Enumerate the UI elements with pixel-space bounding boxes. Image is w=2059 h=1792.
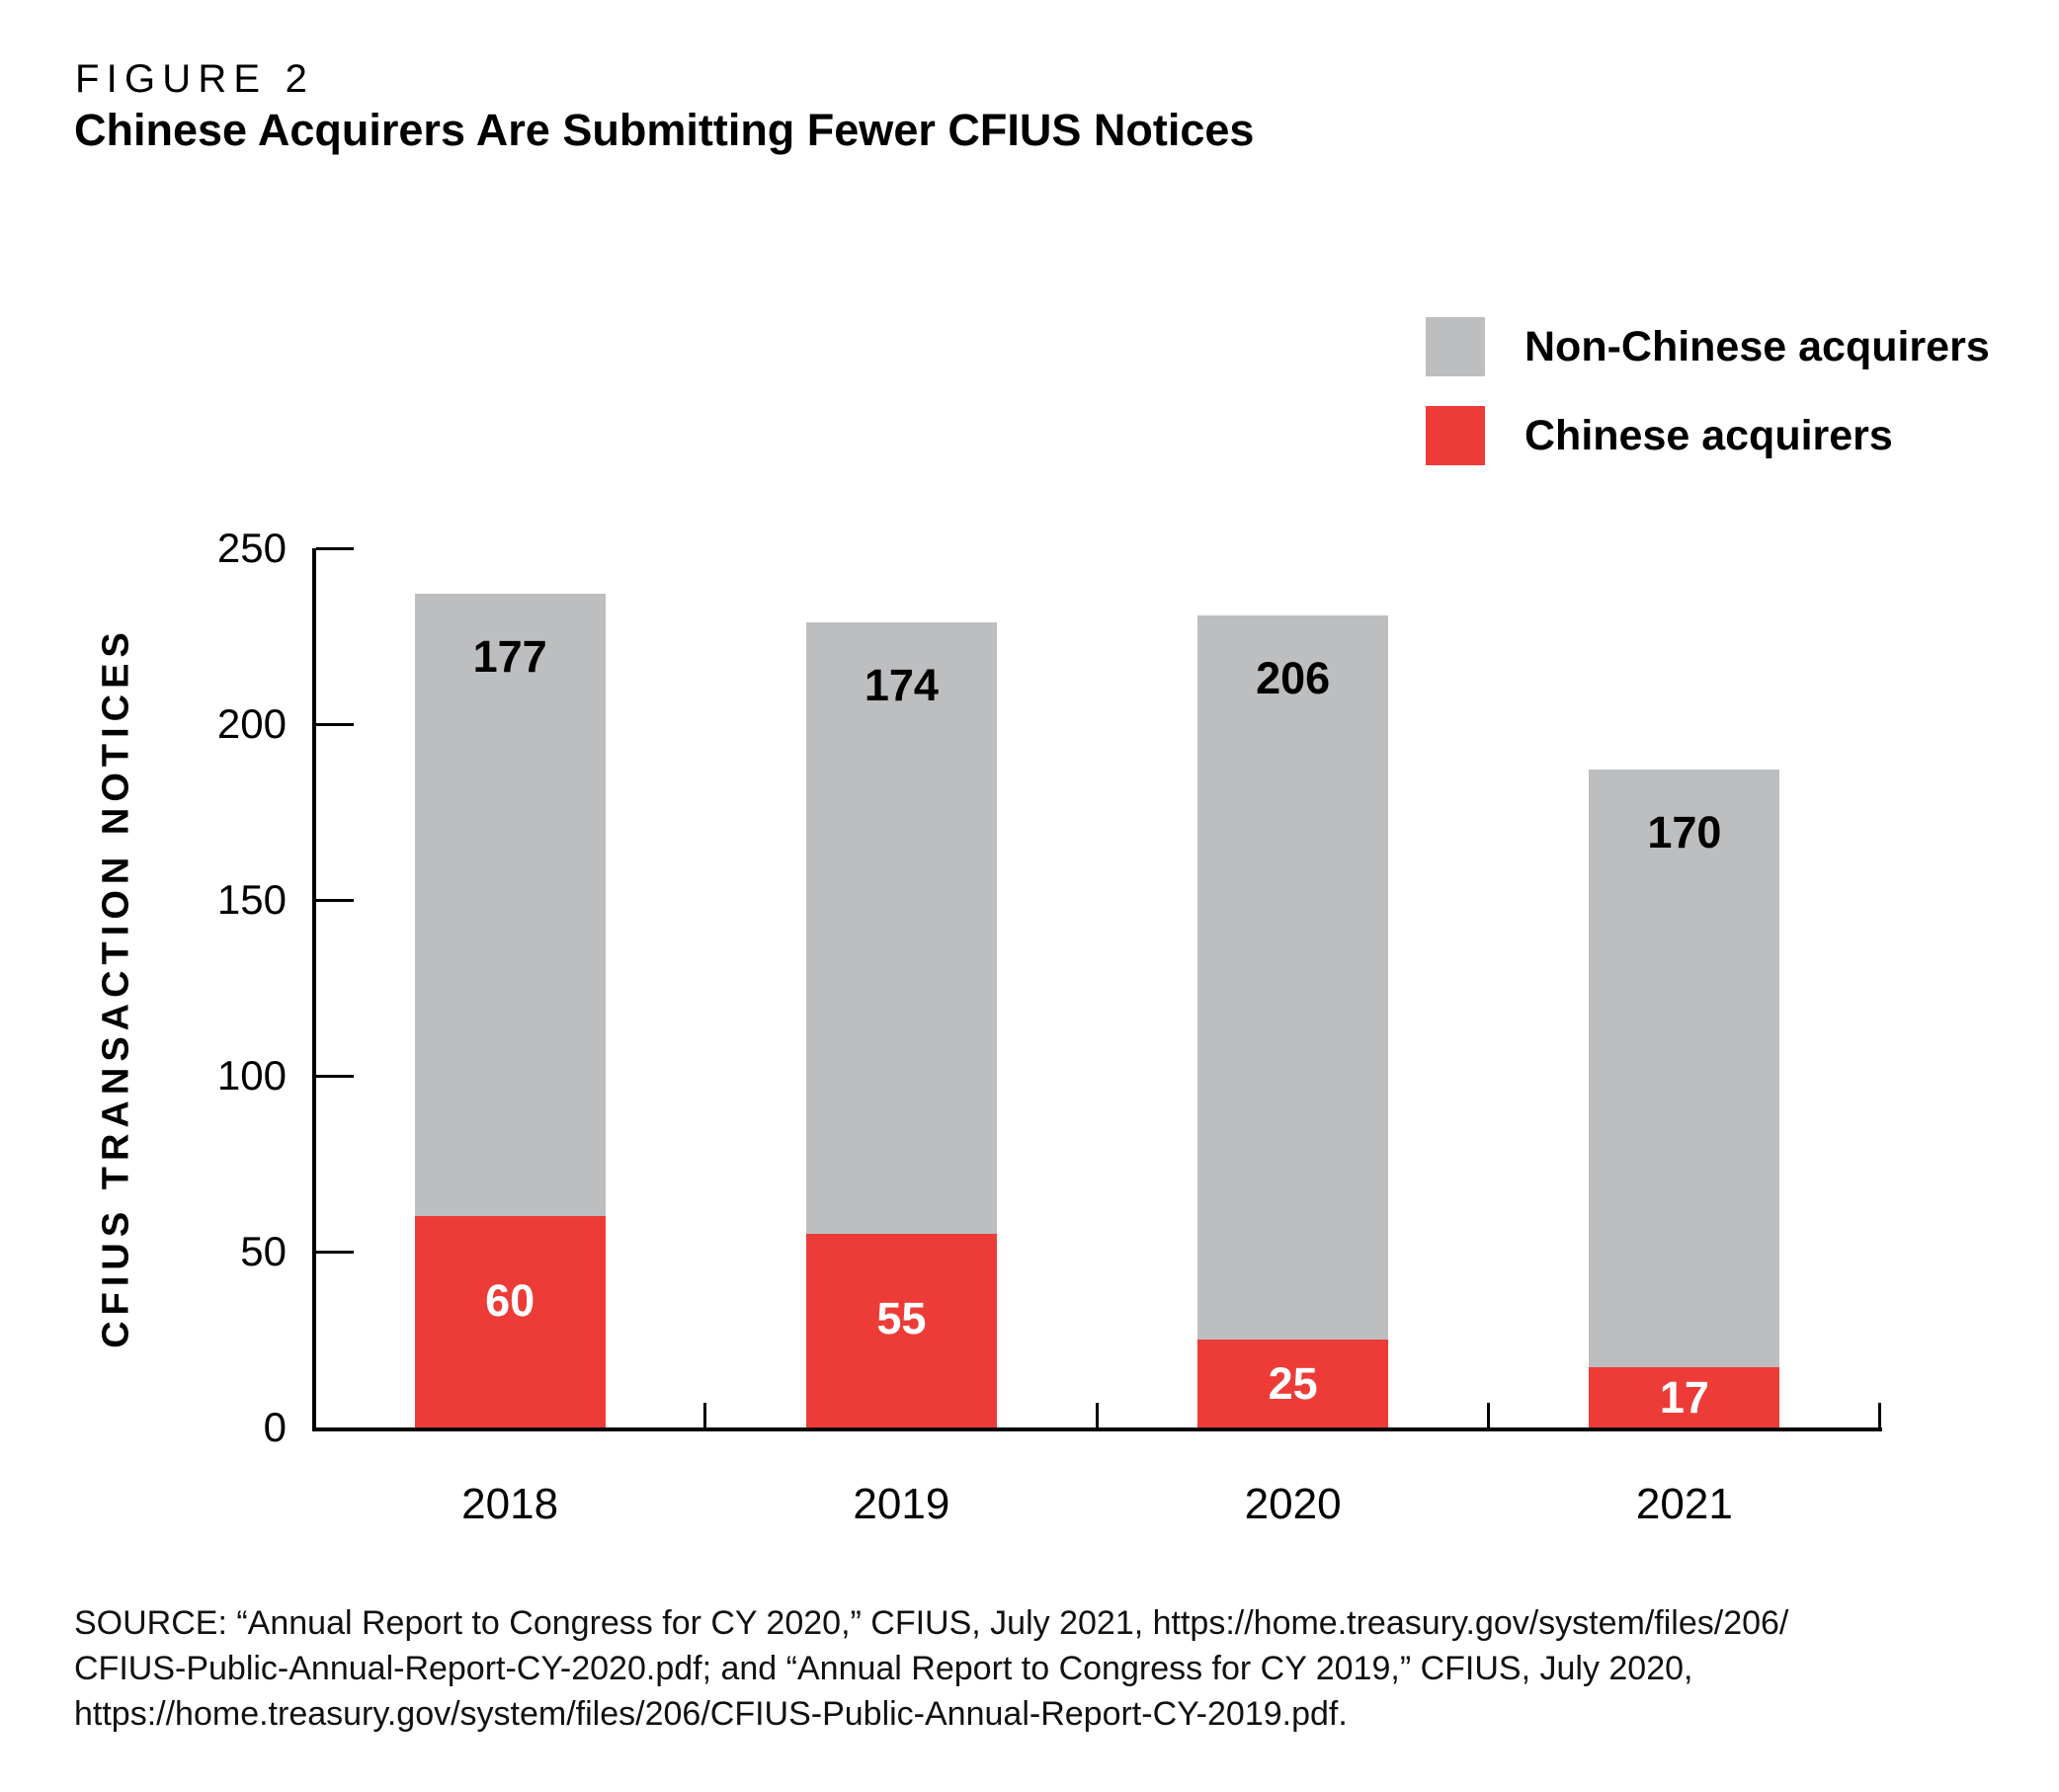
bar-2021-non-chinese-segment xyxy=(1589,770,1780,1368)
source-line-2: CFIUS-Public-Annual-Report-CY-2020.pdf; … xyxy=(74,1650,1693,1687)
y-tick xyxy=(316,1075,354,1078)
legend-label-chinese: Chinese acquirers xyxy=(1524,411,1893,459)
figure-title: Chinese Acquirers Are Submitting Fewer C… xyxy=(74,105,1255,155)
bar-2018-chinese-segment xyxy=(414,1216,606,1427)
x-axis-line xyxy=(312,1427,1882,1431)
bar-2019-non-chinese-segment xyxy=(805,621,997,1235)
legend: Non-Chinese acquirers Chinese acquirers xyxy=(1426,317,1990,495)
bar-2021-chinese-label: 17 xyxy=(1659,1371,1709,1423)
y-tick xyxy=(316,547,354,550)
x-tick xyxy=(703,1403,707,1427)
source-line-1: SOURCE: “Annual Report to Congress for C… xyxy=(74,1604,1789,1642)
y-tick-label: 0 xyxy=(263,1404,287,1450)
bar-2021-non-chinese-label: 170 xyxy=(1647,807,1722,858)
legend-swatch-chinese xyxy=(1426,406,1485,465)
legend-swatch-non-chinese xyxy=(1426,317,1485,376)
y-tick-label: 100 xyxy=(216,1052,287,1099)
bar-2020-chinese-label: 25 xyxy=(1268,1357,1318,1409)
legend-label-non-chinese: Non-Chinese acquirers xyxy=(1524,322,1990,370)
figure-label: FIGURE 2 xyxy=(75,57,315,101)
y-tick xyxy=(316,723,354,726)
bar-2020-chinese-segment xyxy=(1197,1340,1389,1427)
y-tick xyxy=(316,899,354,902)
y-tick-label: 250 xyxy=(216,525,287,571)
x-category-label-2018: 2018 xyxy=(461,1480,559,1528)
x-tick xyxy=(1878,1403,1881,1427)
x-tick xyxy=(1486,1403,1490,1427)
x-tick xyxy=(1095,1403,1099,1427)
bar-2019-chinese-segment xyxy=(805,1234,997,1427)
y-tick-label: 200 xyxy=(216,700,287,747)
x-category-label-2020: 2020 xyxy=(1244,1480,1342,1528)
bar-2020-non-chinese-segment xyxy=(1197,614,1389,1340)
source-note: SOURCE: “Annual Report to Congress for C… xyxy=(74,1600,1788,1737)
bar-2019-non-chinese-label: 174 xyxy=(864,659,939,710)
y-axis-line xyxy=(312,548,316,1431)
source-line-3: https://home.treasury.gov/system/files/2… xyxy=(74,1695,1348,1733)
bar-2018-chinese-label: 60 xyxy=(485,1275,535,1327)
legend-item-non-chinese: Non-Chinese acquirers xyxy=(1426,317,1990,376)
y-tick-label: 150 xyxy=(216,876,287,923)
bar-2019-chinese-label: 55 xyxy=(876,1293,927,1344)
bar-2018-non-chinese-segment xyxy=(414,594,606,1217)
bar-2020-non-chinese-label: 206 xyxy=(1256,652,1331,703)
legend-item-chinese: Chinese acquirers xyxy=(1426,406,1990,465)
y-tick xyxy=(316,1251,354,1254)
bar-2021-chinese-segment xyxy=(1589,1367,1780,1427)
y-tick-label: 50 xyxy=(240,1228,287,1274)
bar-2018-non-chinese-label: 177 xyxy=(472,631,547,683)
x-category-label-2019: 2019 xyxy=(853,1480,950,1528)
x-category-label-2021: 2021 xyxy=(1635,1480,1733,1528)
